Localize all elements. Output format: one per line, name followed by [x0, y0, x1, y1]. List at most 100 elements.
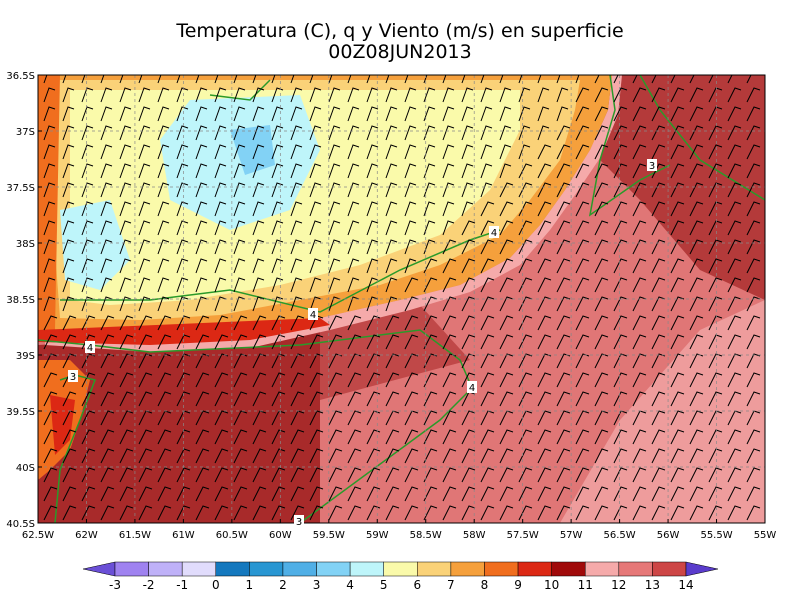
wind-barb — [214, 163, 227, 179]
wind-barb — [347, 505, 362, 521]
wind-barb — [442, 315, 457, 331]
wind-barb — [670, 106, 685, 122]
colorbar-label: 13 — [645, 578, 660, 592]
wind-barb — [290, 201, 303, 217]
wind-barb — [290, 125, 303, 141]
wind-barb — [81, 182, 94, 198]
wind-barb — [708, 163, 723, 179]
wind-barb — [176, 429, 191, 445]
wind-barb — [252, 486, 267, 502]
wind-barb — [594, 258, 609, 274]
y-tick-label: 39S — [16, 351, 35, 362]
wind-barb — [689, 75, 695, 84]
wind-barb — [613, 372, 628, 388]
wind-barb — [176, 277, 189, 293]
wind-barb — [651, 220, 666, 236]
wind-barb — [366, 353, 381, 369]
wind-barb — [271, 334, 286, 350]
wind-barb — [727, 391, 742, 407]
wind-barb — [613, 163, 628, 179]
wind-barb — [537, 296, 552, 312]
wind-barb — [138, 486, 153, 502]
wind-barb — [727, 429, 742, 445]
wind-barb — [252, 277, 265, 293]
wind-barb — [43, 467, 58, 483]
wind-barb — [480, 277, 495, 293]
wind-barb — [176, 334, 191, 350]
wind-barb — [746, 239, 761, 255]
wind-barb — [670, 505, 685, 521]
wind-barb — [385, 106, 398, 122]
wind-barb — [309, 163, 322, 179]
contour-label: 4 — [310, 310, 316, 321]
wind-barb — [727, 334, 742, 350]
wind-barb — [195, 182, 208, 198]
x-tick-label: 56W — [657, 530, 680, 541]
wind-barb — [366, 163, 379, 179]
wind-barb — [347, 391, 362, 407]
wind-barb — [556, 334, 571, 350]
wind-barb — [195, 87, 208, 103]
wind-barb — [271, 353, 286, 369]
wind-barb — [43, 429, 58, 445]
wind-barb — [423, 448, 438, 464]
wind-barb — [632, 106, 647, 122]
wind-barb — [81, 163, 94, 179]
wind-barb — [385, 372, 400, 388]
wind-barb — [62, 106, 75, 122]
wind-barb — [613, 87, 628, 103]
wind-barb — [252, 144, 265, 160]
wind-barb — [461, 125, 474, 141]
wind-barb — [290, 258, 303, 274]
wind-barb — [385, 448, 400, 464]
wind-barb — [366, 277, 379, 293]
wind-barb — [366, 467, 381, 483]
wind-barb — [347, 410, 362, 426]
wind-barb — [556, 87, 569, 103]
wind-barb — [271, 296, 284, 312]
wind-barb — [309, 144, 322, 160]
wind-barb — [252, 106, 265, 122]
wind-barb — [575, 334, 590, 350]
wind-barb — [670, 486, 685, 502]
wind-barb — [157, 75, 162, 84]
wind-barb — [81, 87, 94, 103]
wind-barb — [138, 163, 151, 179]
wind-barb — [157, 334, 172, 350]
wind-barb — [556, 410, 571, 426]
wind-barb — [461, 467, 476, 483]
wind-barb — [632, 296, 647, 312]
wind-barb — [518, 239, 533, 255]
wind-barb — [252, 448, 267, 464]
wind-barb — [746, 334, 761, 350]
wind-barb — [480, 163, 493, 179]
wind-barb — [309, 448, 324, 464]
wind-barb — [594, 296, 609, 312]
wind-barb — [271, 201, 284, 217]
wind-barb — [689, 505, 704, 521]
colorbar-box — [584, 561, 620, 577]
wind-barb — [746, 505, 761, 521]
wind-barb — [366, 258, 379, 274]
map-field — [38, 75, 765, 523]
land-cold — [230, 125, 275, 175]
wind-barb — [233, 296, 246, 312]
wind-barb — [670, 277, 685, 293]
wind-barb — [271, 258, 284, 274]
wind-barb — [100, 220, 113, 236]
wind-barb — [613, 277, 628, 293]
wind-barb — [461, 144, 474, 160]
wind-barb — [81, 296, 94, 312]
wind-barb — [366, 106, 379, 122]
wind-barb — [347, 296, 360, 312]
colorbar: -3 -2 -1 0 1 2 3 4 5 6 7 8 9 10 11 12 13 14 — [82, 561, 719, 592]
colorbar-box — [114, 561, 149, 577]
wind-barb — [43, 182, 56, 198]
y-tick-label: 36.5S — [6, 71, 35, 82]
wind-barb — [499, 144, 512, 160]
wind-barb — [594, 163, 609, 179]
wind-barb — [461, 258, 476, 274]
wind-barb — [423, 201, 436, 217]
wind-barb — [499, 75, 504, 84]
wind-barb — [119, 106, 132, 122]
